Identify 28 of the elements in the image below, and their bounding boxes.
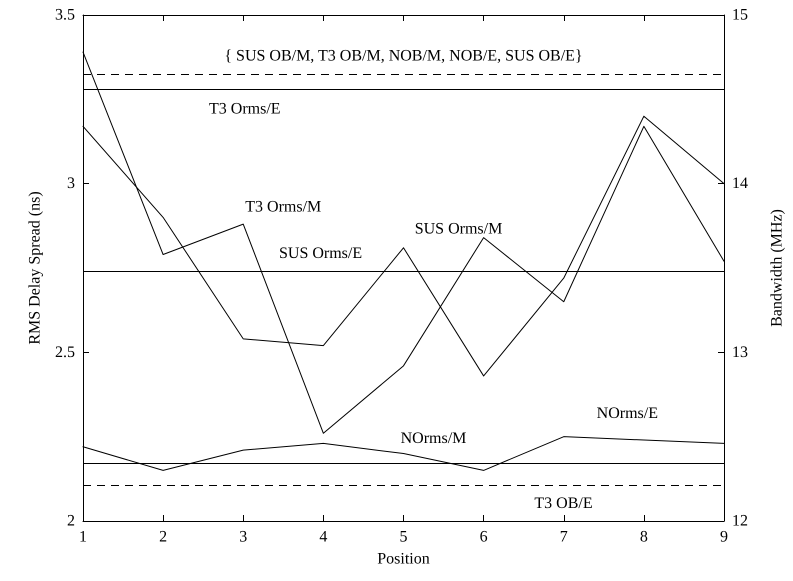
series-label: SUS Orms/M — [414, 220, 502, 238]
y2-tick-label: 12 — [732, 512, 748, 530]
ref-line-label: { SUS OB/M, T3 OB/M, NOB/M, NOB/E, SUS OB/E} — [224, 48, 583, 65]
series-label: NOrms/M — [400, 430, 466, 448]
y2-axis-title: Bandwidth (MHz) — [768, 209, 786, 327]
x-tick-label: 6 — [480, 528, 488, 546]
x-tick-label: 2 — [159, 528, 168, 546]
x-axis-title: Position — [377, 550, 430, 568]
series-label: T3 Orms/M — [245, 198, 322, 216]
x-tick-label: 1 — [79, 528, 87, 546]
x-tick-label: 8 — [640, 528, 648, 546]
y-tick-label: 2 — [67, 512, 75, 530]
x-tick-label: 4 — [319, 528, 328, 546]
ref-line-label: NOrms/E — [596, 405, 658, 422]
ref-line-label: T3 OB/E — [534, 495, 593, 512]
ref-line-label: T3 Orms/E — [209, 100, 281, 118]
y2-tick-label: 15 — [732, 6, 748, 24]
y-tick-label: 3 — [67, 175, 75, 192]
y2-tick-label: 14 — [732, 175, 748, 192]
ref-line-label: SUS Orms/E — [279, 244, 362, 262]
x-tick-label: 9 — [720, 528, 728, 546]
y-tick-label: 3.5 — [55, 6, 75, 24]
x-tick-label: 5 — [400, 528, 408, 546]
y-tick-label: 2.5 — [55, 344, 75, 361]
x-tick-label: 7 — [560, 528, 568, 546]
y2-tick-label: 13 — [732, 344, 748, 361]
y-axis-title: RMS Delay Spread (ns) — [26, 191, 44, 345]
x-tick-label: 3 — [239, 528, 248, 546]
